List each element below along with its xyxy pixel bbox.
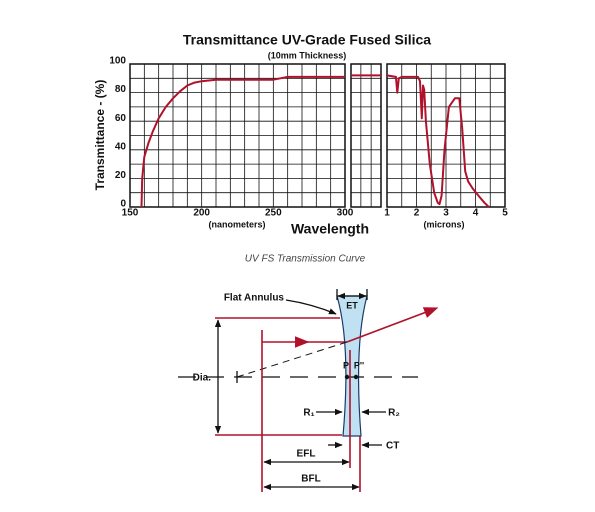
label: P bbox=[343, 360, 349, 370]
x-tick-label: 3 bbox=[443, 208, 449, 219]
label: R₂ bbox=[388, 408, 400, 419]
label: R₁ bbox=[303, 408, 314, 419]
x-tick-label: 5 bbox=[502, 208, 508, 219]
label: BFL bbox=[301, 474, 320, 485]
x-tick-label: 200 bbox=[193, 208, 210, 219]
ray-out bbox=[346, 307, 439, 343]
transmission-curve bbox=[386, 74, 490, 208]
y-tick-label: 80 bbox=[115, 84, 127, 95]
x-tick-label: 1 bbox=[384, 208, 390, 219]
caption: UV FS Transmission Curve bbox=[245, 254, 366, 265]
principal-point bbox=[344, 374, 350, 380]
chart-subtitle: (10mm Thickness) bbox=[268, 50, 347, 60]
x-unit: (microns) bbox=[423, 219, 464, 229]
virtual-ray bbox=[236, 341, 348, 378]
plot-frame bbox=[350, 63, 382, 208]
label: Dia. bbox=[193, 373, 212, 384]
y-tick-label: 100 bbox=[109, 56, 126, 67]
x-tick-label: 4 bbox=[473, 208, 479, 219]
plot-frame bbox=[386, 63, 506, 208]
label: ET bbox=[346, 300, 358, 310]
lens bbox=[336, 295, 368, 437]
chart: Transmittance UV-Grade Fused Silica (10m… bbox=[93, 32, 508, 237]
label: P'' bbox=[354, 360, 364, 370]
label: Flat Annulus bbox=[224, 293, 285, 304]
leader bbox=[285, 299, 337, 315]
x-axis-label: Wavelength bbox=[291, 221, 369, 237]
y-tick-label: 20 bbox=[115, 170, 127, 181]
label: EFL bbox=[297, 449, 316, 460]
x-tick-label: 250 bbox=[265, 208, 282, 219]
x-tick-label: 2 bbox=[414, 208, 420, 219]
y-tick-label: 40 bbox=[115, 141, 127, 152]
label: CT bbox=[386, 441, 399, 452]
lens-diagram: Flat Annulus ET Dia. P P'' R₁ R₂ CT EFL … bbox=[178, 289, 439, 492]
transmission-curve bbox=[140, 75, 345, 208]
plot-frame bbox=[129, 63, 346, 208]
x-tick-label: 300 bbox=[337, 208, 354, 219]
y-tick-label: 60 bbox=[115, 113, 127, 124]
y-tick-label: 0 bbox=[120, 199, 126, 210]
chart-title: Transmittance UV-Grade Fused Silica bbox=[183, 32, 431, 48]
x-unit: (nanometers) bbox=[208, 219, 265, 229]
y-axis-label: Transmittance - (%) bbox=[93, 80, 107, 191]
principal-point bbox=[353, 374, 359, 380]
x-tick-label: 150 bbox=[122, 208, 139, 219]
